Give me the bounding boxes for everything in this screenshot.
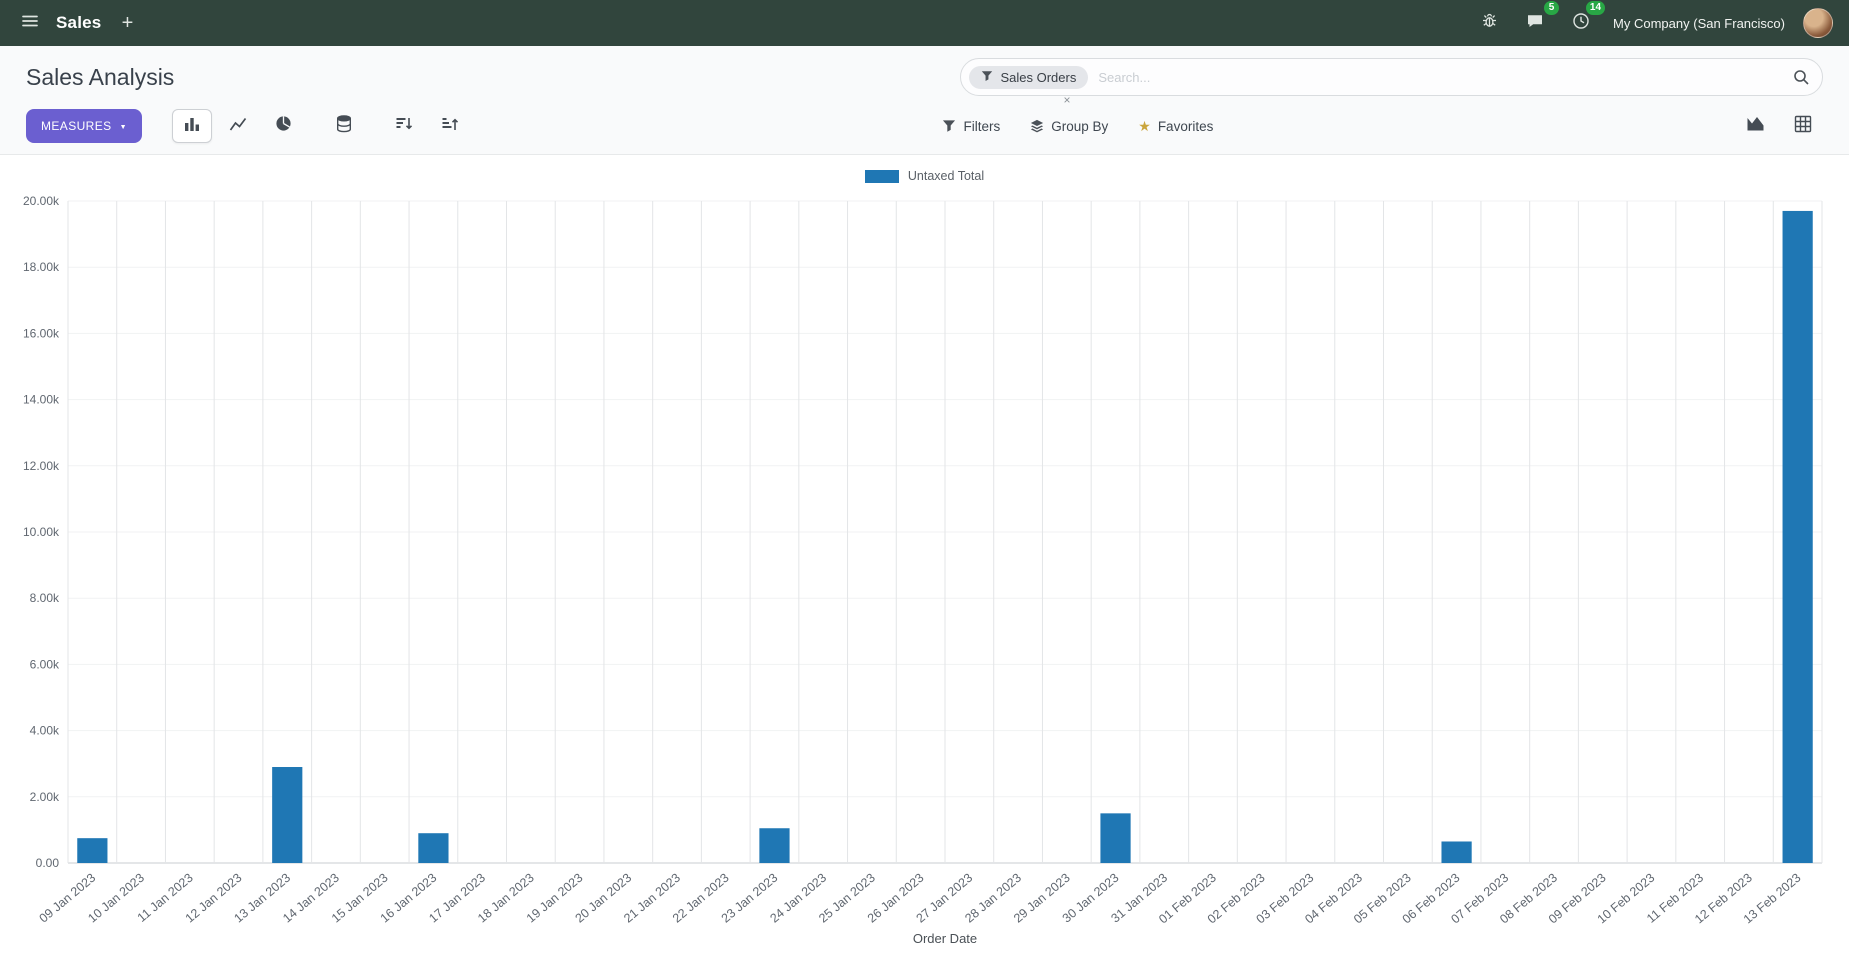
- filters-label: Filters: [963, 118, 1001, 134]
- y-tick-label: 4.00k: [30, 724, 60, 738]
- chart-bar[interactable]: [759, 828, 790, 863]
- chart-bar[interactable]: [418, 833, 449, 863]
- bar-chart-button[interactable]: [171, 109, 212, 143]
- legend-label: Untaxed Total: [907, 169, 985, 183]
- bug-icon: [1481, 12, 1498, 34]
- page-title: Sales Analysis: [26, 63, 175, 90]
- pie-chart-icon: [275, 115, 292, 137]
- navbar-right: 5 14 My Company (San Francisco): [1475, 1, 1833, 38]
- y-tick-label: 8.00k: [30, 591, 60, 605]
- graph-view-button[interactable]: [1735, 109, 1775, 143]
- area-chart-icon: [1746, 115, 1765, 137]
- chart-bar[interactable]: [77, 838, 108, 863]
- search-facet-sales-orders[interactable]: Sales Orders: [969, 65, 1089, 89]
- y-tick-label: 10.00k: [23, 525, 60, 539]
- measures-label: MEASURES: [41, 119, 112, 133]
- messages-badge: 5: [1544, 1, 1560, 15]
- chart-bar[interactable]: [1100, 813, 1131, 863]
- x-axis-title: Order Date: [913, 931, 977, 946]
- toolbar-row: MEASURES ▼: [26, 108, 1823, 144]
- sort-descending-icon: [395, 115, 413, 138]
- y-tick-label: 0.00: [36, 856, 60, 870]
- measures-button[interactable]: MEASURES ▼: [26, 109, 142, 143]
- pie-chart-button[interactable]: [264, 109, 304, 143]
- company-switcher[interactable]: My Company (San Francisco): [1613, 15, 1785, 31]
- group-by-button[interactable]: Group By: [1030, 119, 1108, 134]
- line-chart-button[interactable]: [218, 109, 258, 143]
- user-avatar[interactable]: [1803, 8, 1833, 38]
- hamburger-menu-icon: [21, 12, 39, 35]
- database-stack-icon: [336, 114, 352, 138]
- chevron-down-icon: ▼: [119, 123, 127, 131]
- search-bar[interactable]: Sales Orders ×: [960, 58, 1823, 106]
- debug-button[interactable]: [1475, 8, 1503, 38]
- breadcrumb-row: Sales Analysis Sales Orders ×: [26, 58, 1823, 106]
- activities-badge: 14: [1585, 1, 1606, 15]
- y-tick-label: 20.00k: [23, 194, 60, 208]
- chat-bubble-icon: [1526, 12, 1544, 35]
- plus-icon: +: [121, 12, 134, 34]
- top-navbar: Sales + 5 14 My Company (San Francisco): [0, 0, 1849, 46]
- bar-chart-icon: [183, 115, 201, 138]
- sort-ascending-button[interactable]: [430, 109, 470, 143]
- sort-descending-button[interactable]: [384, 109, 424, 143]
- y-tick-label: 12.00k: [23, 459, 60, 473]
- app-name[interactable]: Sales: [56, 13, 102, 32]
- legend-swatch: [864, 169, 899, 183]
- control-panel: Sales Analysis Sales Orders × MEASURES ▼: [0, 46, 1849, 155]
- view-switcher: [1735, 109, 1823, 143]
- sort-ascending-icon: [441, 115, 459, 138]
- filter-icon: [981, 70, 993, 85]
- search-facet-label: Sales Orders: [1000, 69, 1077, 85]
- stacked-toggle-button[interactable]: [324, 109, 364, 143]
- y-tick-label: 16.00k: [23, 326, 60, 340]
- search-icon[interactable]: [1793, 69, 1810, 86]
- pivot-view-button[interactable]: [1783, 109, 1823, 143]
- y-tick-label: 14.00k: [23, 393, 60, 407]
- line-chart-icon: [229, 115, 247, 138]
- facet-remove-icon[interactable]: ×: [1063, 93, 1071, 107]
- chart-bar[interactable]: [272, 767, 303, 863]
- star-icon: ★: [1138, 118, 1151, 134]
- favorites-button[interactable]: ★ Favorites: [1138, 119, 1213, 134]
- sales-analysis-chart[interactable]: 0.00 2.00k 4.00k 6.00k 8.00k 10.00k 12.00k 14.0…: [0, 189, 1849, 955]
- chart-mode-toolbar: [171, 109, 470, 143]
- layers-icon: [1030, 119, 1044, 133]
- apps-menu-button[interactable]: [16, 8, 44, 38]
- new-tab-button[interactable]: +: [113, 8, 141, 38]
- pivot-table-icon: [1794, 115, 1812, 138]
- chart-legend: Untaxed Total: [0, 163, 1849, 189]
- y-tick-label: 2.00k: [30, 790, 60, 804]
- activities-button[interactable]: 14: [1567, 1, 1606, 38]
- favorites-label: Favorites: [1157, 118, 1214, 134]
- group-by-label: Group By: [1051, 118, 1109, 134]
- y-tick-label: 18.00k: [23, 260, 60, 274]
- search-options: Filters Group By ★ Favorites: [942, 119, 1213, 134]
- y-tick-label: 6.00k: [30, 657, 60, 671]
- chart-area: Untaxed Total 0.00 2.00k 4.00k 6.00k 8.00k 10…: [0, 155, 1849, 955]
- clock-icon: [1572, 12, 1590, 35]
- chart-bar[interactable]: [1782, 210, 1813, 863]
- filters-button[interactable]: Filters: [942, 119, 1000, 134]
- messages-button[interactable]: 5: [1521, 1, 1560, 38]
- chart-bar[interactable]: [1441, 841, 1472, 863]
- search-input[interactable]: [1088, 69, 1793, 85]
- filter-icon: [942, 119, 956, 133]
